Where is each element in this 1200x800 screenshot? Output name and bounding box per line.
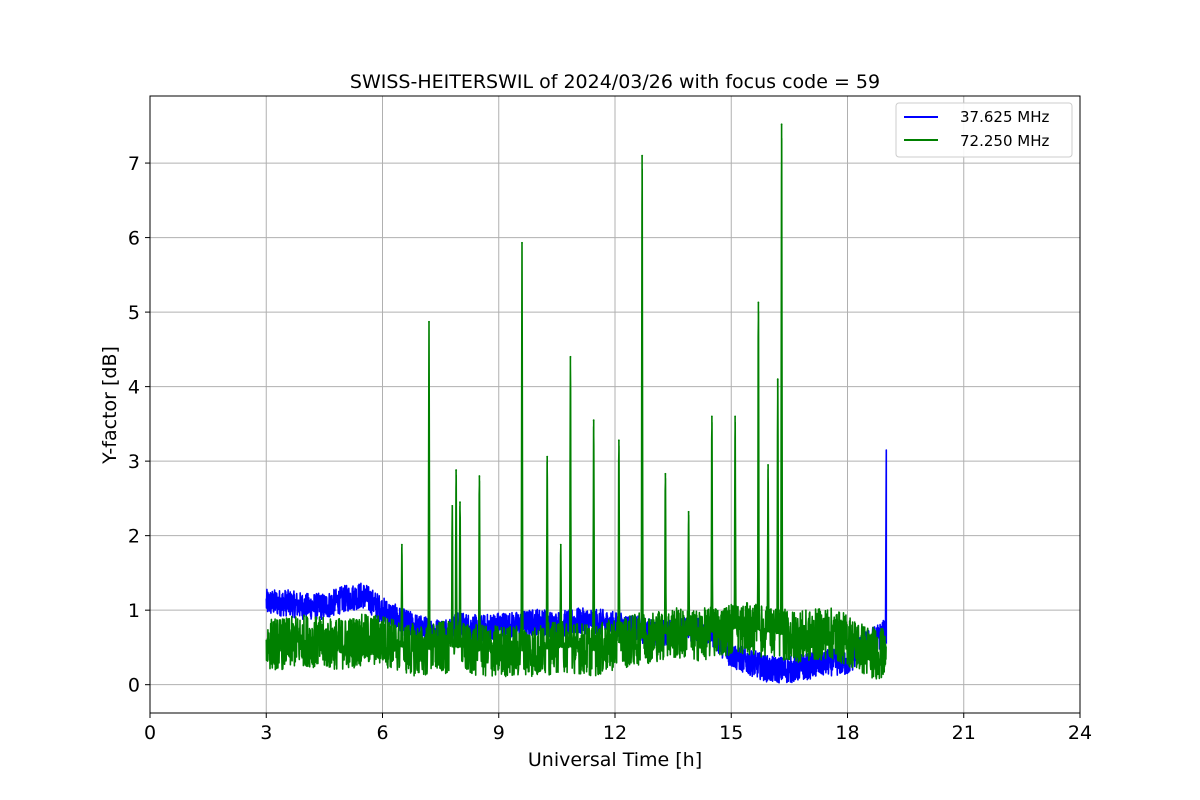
series-peak-point [428, 320, 430, 323]
y-tick-label: 7 [128, 153, 140, 175]
series-peak-point [478, 475, 481, 477]
series-peak-point [521, 241, 523, 244]
series-peak-point [546, 455, 549, 458]
x-tick-label: 12 [603, 722, 627, 744]
x-tick-label: 0 [144, 722, 156, 744]
series-layer [265, 123, 888, 684]
x-axis-label: Universal Time [h] [528, 749, 702, 771]
legend-label-37-625: 37.625 MHz [960, 108, 1049, 126]
legend-box [895, 102, 1073, 158]
y-tick-label: 3 [128, 451, 140, 473]
series-peak-point [617, 439, 620, 442]
legend: 37.625 MHz 72.250 MHz [895, 102, 1073, 158]
x-tick-label: 3 [260, 722, 272, 744]
x-tick-label: 18 [835, 722, 859, 744]
y-tick-label: 6 [128, 228, 140, 250]
series-peak-point [734, 415, 737, 418]
y-tick-label: 0 [128, 675, 140, 697]
y-axis-label: Y-factor [dB] [99, 346, 121, 465]
series-peak-point [459, 501, 461, 504]
series-peak-point [687, 510, 690, 513]
x-tick-label: 9 [493, 722, 505, 744]
x-tick-label: 6 [376, 722, 388, 744]
series-peak-point [455, 469, 458, 471]
series-peak-point [664, 472, 667, 475]
series-peak-point [757, 301, 760, 304]
x-tick-label: 15 [719, 722, 743, 744]
x-tick-label: 21 [952, 722, 976, 744]
y-tick-label: 5 [128, 302, 140, 324]
legend-label-72-250: 72.250 MHz [960, 132, 1049, 150]
series-peak-point [710, 415, 713, 418]
series-peak-point [569, 355, 572, 358]
series-peak-point [767, 463, 769, 466]
series-peak-point [400, 543, 403, 546]
chart-title: SWISS-HEITERSWIL of 2024/03/26 with focu… [350, 71, 880, 93]
series-peak-point [776, 378, 779, 381]
x-tick-label: 24 [1068, 722, 1092, 744]
series-peak-point [451, 504, 454, 507]
y-tick-label: 4 [128, 377, 140, 399]
series-peak-point [641, 154, 644, 157]
series-line-72-250-mhz [265, 124, 887, 680]
series-peak-point [559, 543, 562, 546]
series-peak-point [780, 123, 783, 126]
series-peak-point [592, 419, 595, 422]
y-tick-label: 2 [128, 526, 140, 548]
y-tick-label: 1 [128, 600, 140, 622]
